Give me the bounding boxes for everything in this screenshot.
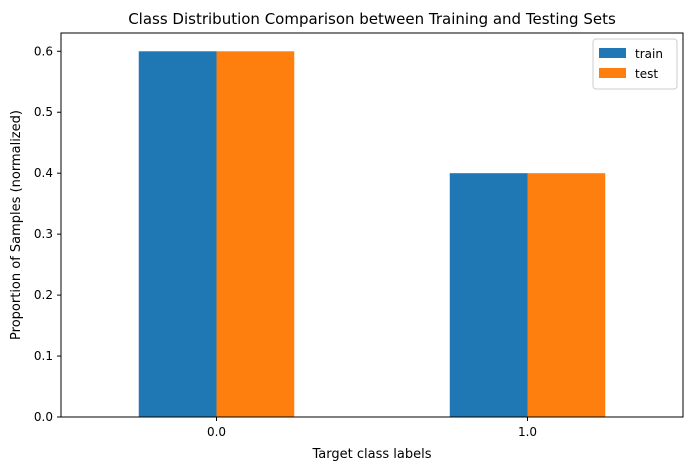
x-tick-label: 0.0: [207, 425, 226, 439]
bars-group: [138, 51, 606, 418]
y-tick-label: 0.4: [34, 166, 53, 180]
y-tick-label: 0.3: [34, 227, 53, 241]
chart-title: Class Distribution Comparison between Tr…: [128, 10, 616, 28]
legend-swatch-test: [599, 68, 626, 78]
legend-label-test: test: [635, 67, 658, 81]
bar-test-1.0: [527, 173, 606, 417]
y-tick-label: 0.0: [34, 410, 53, 424]
y-tick-label: 0.5: [34, 105, 53, 119]
y-tick-label: 0.1: [34, 349, 53, 363]
y-tick-label: 0.2: [34, 288, 53, 302]
bar-train-0.0: [138, 51, 217, 418]
y-tick-label: 0.6: [34, 44, 53, 58]
bar-train-1.0: [449, 173, 528, 417]
legend-swatch-train: [599, 48, 626, 58]
y-axis: 0.0 0.1 0.2 0.3 0.4 0.5 0.6: [34, 44, 61, 424]
bar-test-0.0: [216, 51, 295, 418]
plot-frame: [60, 32, 684, 418]
x-axis: 0.0 1.0: [207, 417, 537, 439]
legend-label-train: train: [635, 47, 663, 61]
y-axis-label: Proportion of Samples (normalized): [9, 110, 24, 340]
x-axis-label: Target class labels: [312, 447, 432, 462]
legend: train test: [592, 38, 678, 90]
x-tick-label: 1.0: [518, 425, 537, 439]
